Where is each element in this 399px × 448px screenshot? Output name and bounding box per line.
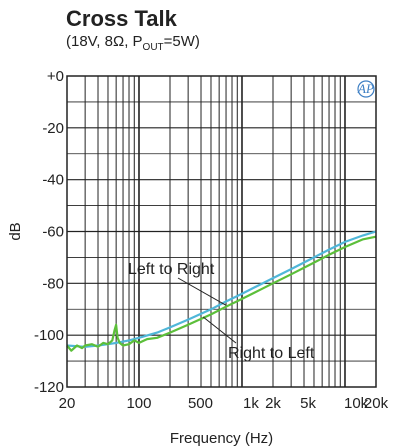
y-tick-label: -80 xyxy=(42,275,64,292)
y-tick-labels: +0 -20 -40 -60 -80 -100 -120 xyxy=(34,68,64,396)
y-tick-label: +0 xyxy=(47,68,64,85)
chart-title: Cross Talk xyxy=(66,6,177,31)
ap-logo: AP xyxy=(357,80,375,98)
x-axis-label: Frequency (Hz) xyxy=(170,430,273,447)
y-tick-label: -120 xyxy=(34,379,64,396)
subtitle-part-1: (18V, 8Ω, P xyxy=(66,33,143,50)
grid xyxy=(67,76,376,387)
x-tick-label: 100 xyxy=(126,395,151,412)
x-tick-label: 10k xyxy=(344,395,369,412)
annotation-left-to-right: Left to Right xyxy=(128,261,215,278)
x-tick-label: 500 xyxy=(188,395,213,412)
ap-logo-text: AP xyxy=(357,81,374,96)
y-tick-label: -60 xyxy=(42,224,64,241)
series-line-left-to-right xyxy=(66,230,377,348)
y-tick-label: -100 xyxy=(34,327,64,344)
chart-subtitle: (18V, 8Ω, POUT=5W) xyxy=(66,33,200,53)
series-layer xyxy=(66,230,377,352)
x-tick-label: 20k xyxy=(364,395,389,412)
x-tick-label: 20 xyxy=(59,395,76,412)
x-tick-label: 1k xyxy=(243,395,259,412)
ap-logo-ring xyxy=(357,80,375,98)
subtitle-subscript: OUT xyxy=(142,42,164,53)
x-tick-label: 5k xyxy=(300,395,316,412)
annotation-right-to-left: Right to Left xyxy=(228,345,315,362)
annotation-leader-left-to-right xyxy=(177,277,227,306)
y-axis-label: dB xyxy=(7,222,24,240)
x-tick-label: 2k xyxy=(265,395,281,412)
y-tick-label: -40 xyxy=(42,172,64,189)
subtitle-part-2: =5W) xyxy=(163,33,200,50)
annotation-leader-right-to-left xyxy=(202,316,237,344)
annotations: Left to Right Right to Left xyxy=(128,261,315,362)
plot-frame xyxy=(66,75,377,388)
y-tick-label: -20 xyxy=(42,120,64,137)
series-line-right-to-left xyxy=(66,235,377,352)
